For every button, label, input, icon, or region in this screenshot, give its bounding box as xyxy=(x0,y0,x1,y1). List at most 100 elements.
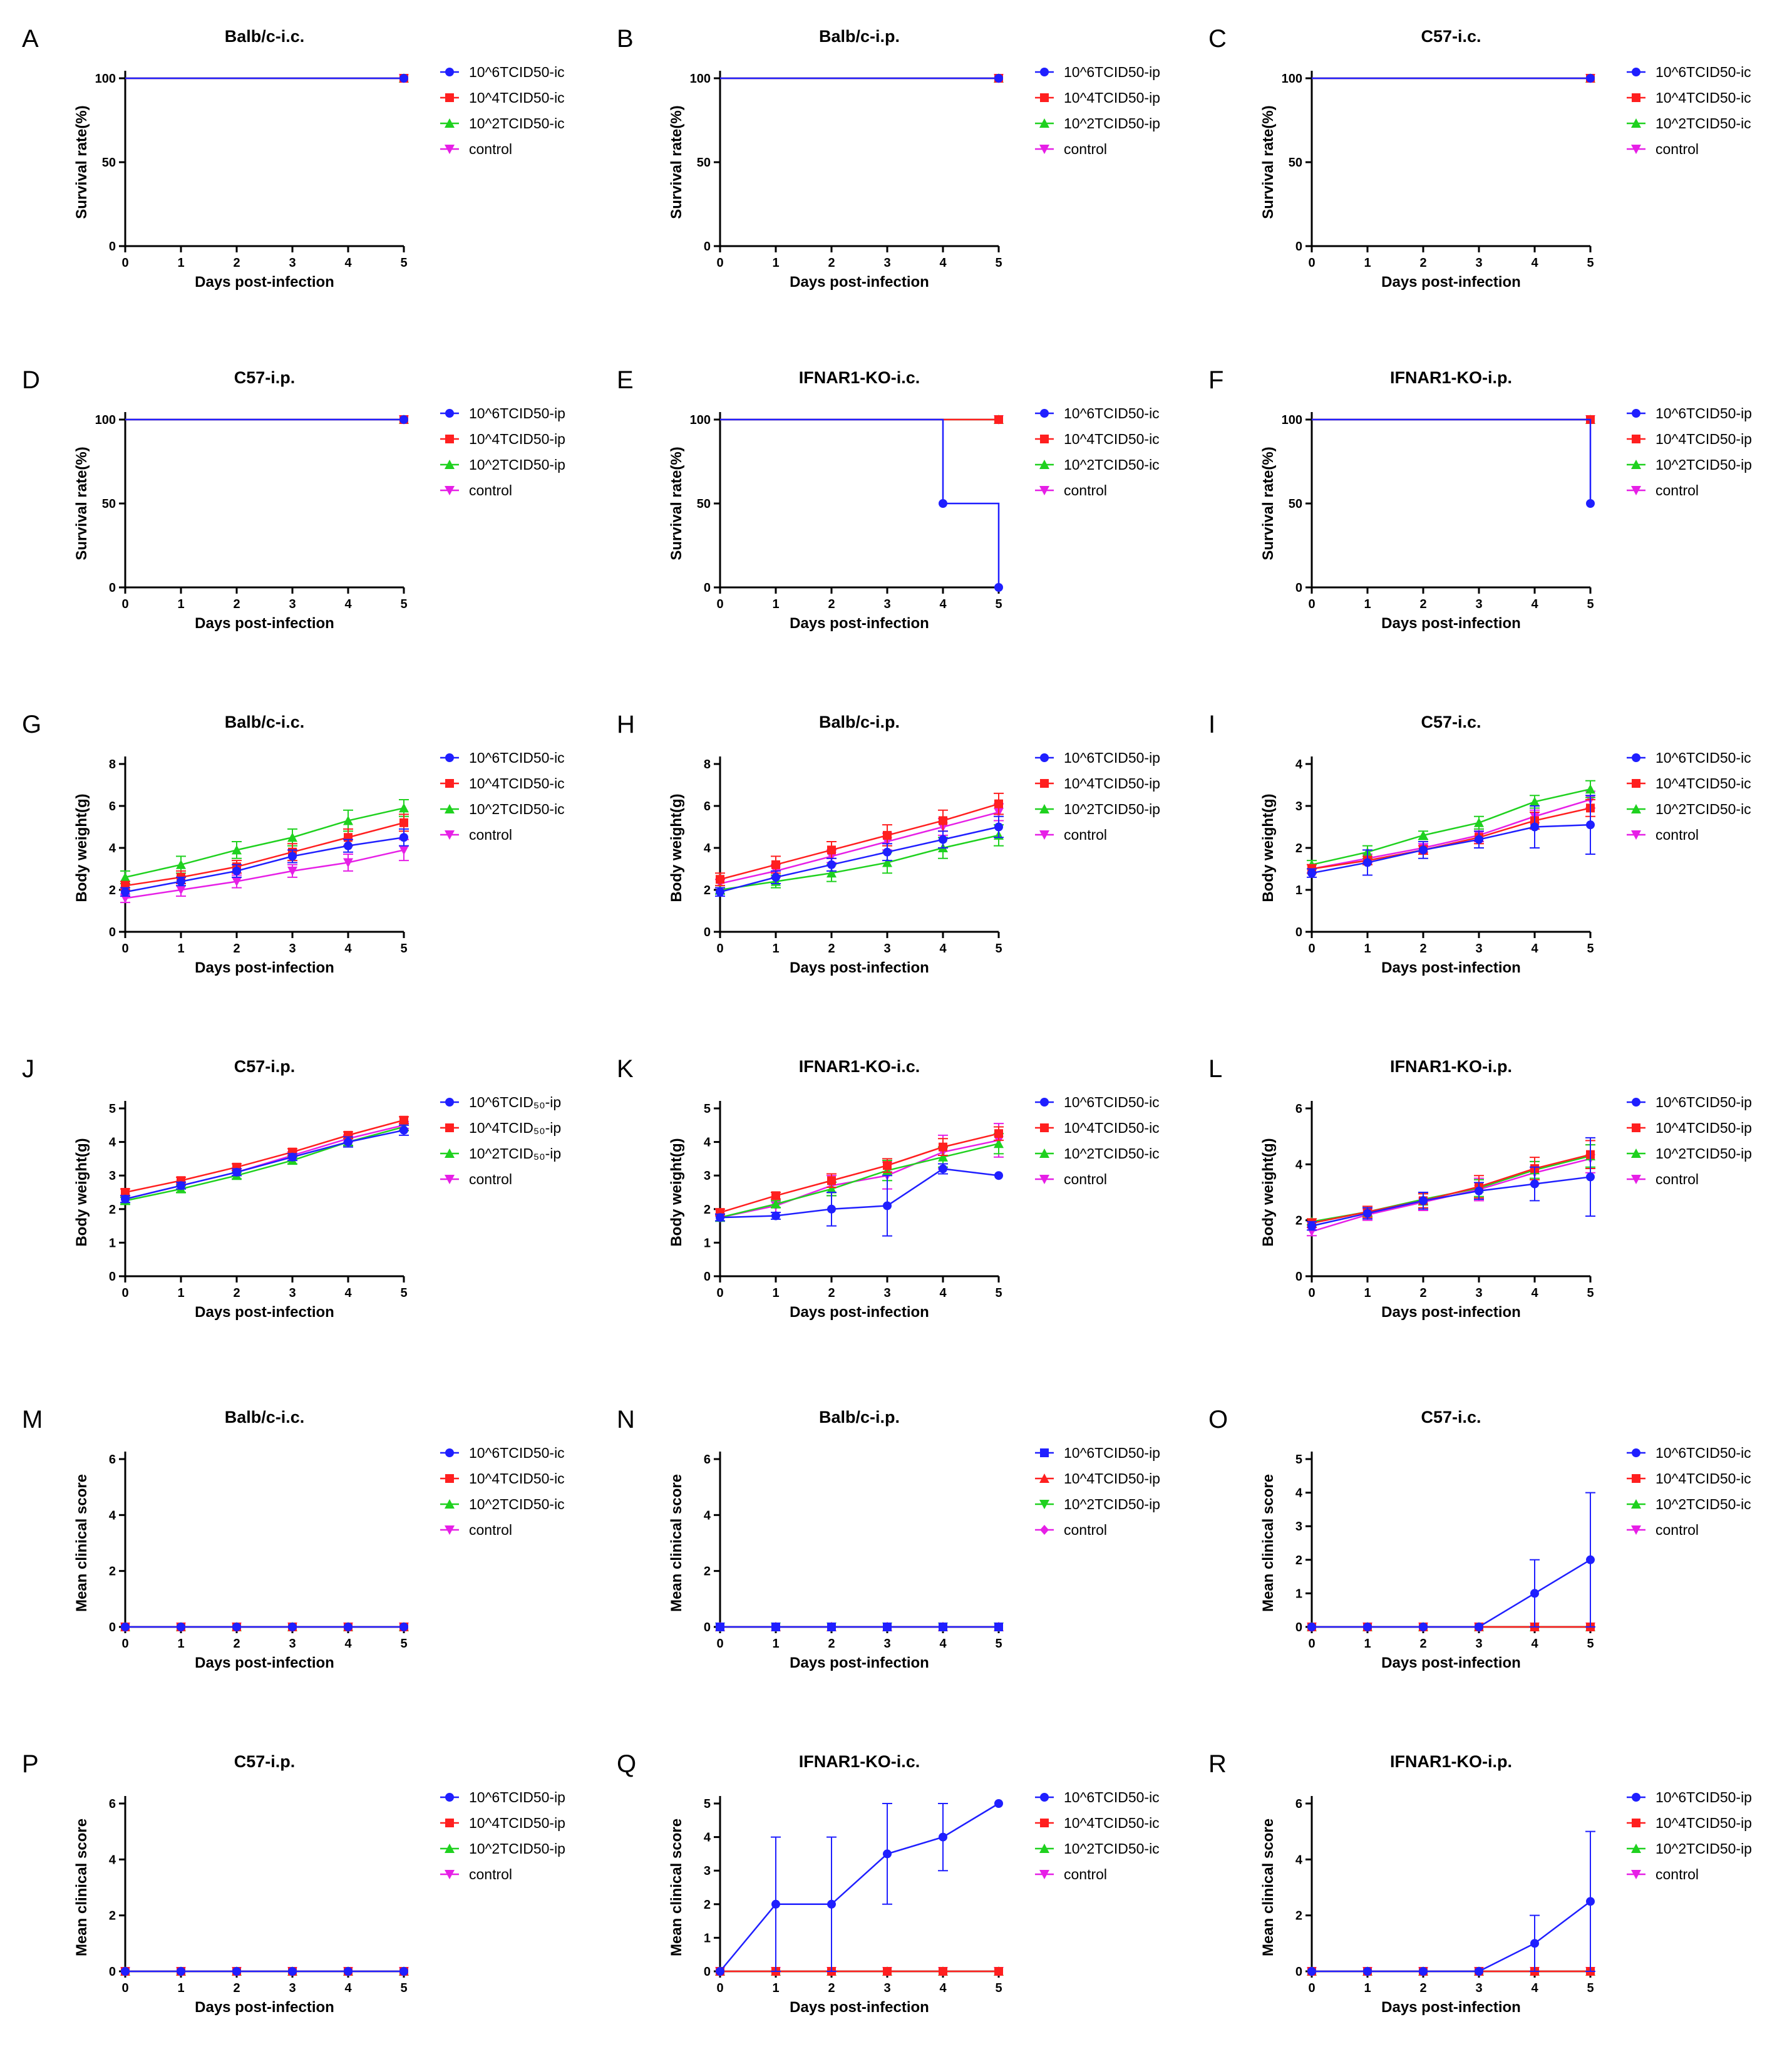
x-tick-label: 0 xyxy=(716,597,723,611)
legend-label: 10^2TCID50-ip xyxy=(1656,1840,1752,1857)
data-point xyxy=(399,74,408,83)
data-point xyxy=(771,1191,780,1200)
legend-marker xyxy=(1039,1175,1049,1184)
legend-marker xyxy=(1631,460,1641,469)
panel-title: C57-i.c. xyxy=(1421,27,1481,46)
legend-marker xyxy=(1631,1148,1641,1158)
data-point xyxy=(994,583,1003,592)
data-point xyxy=(1585,784,1595,794)
legend-marker xyxy=(445,1870,455,1879)
legend-marker xyxy=(1632,435,1640,443)
x-tick-label: 2 xyxy=(233,1637,240,1651)
x-tick-label: 4 xyxy=(344,1637,352,1651)
y-tick-label: 0 xyxy=(109,581,116,595)
x-tick-label: 0 xyxy=(121,256,128,270)
panel-title: IFNAR1-KO-i.p. xyxy=(1390,368,1512,387)
data-point xyxy=(1530,797,1540,807)
y-axis-label: Body weight(g) xyxy=(668,1138,685,1246)
series-2 xyxy=(120,798,409,884)
legend-marker xyxy=(1632,1123,1640,1132)
data-point xyxy=(771,1623,780,1631)
legend-marker xyxy=(1040,779,1049,788)
data-point xyxy=(399,1125,408,1135)
x-axis-label: Days post-infection xyxy=(790,1304,929,1321)
legend-label: 10^6TCID50-ic xyxy=(1656,64,1751,80)
y-tick-label: 0 xyxy=(704,926,711,939)
panel-letter: H xyxy=(617,711,635,738)
legend-marker xyxy=(445,1148,455,1158)
legend-label: 10^2TCID50-ic xyxy=(469,801,565,817)
y-axis-label: Mean clinical score xyxy=(73,1474,90,1612)
panel-C: C C57-i.c. 0 50 100 0 1 2 3 4 5 Days post-infection… xyxy=(1208,25,1751,291)
legend-label: control xyxy=(1064,827,1107,843)
x-tick-label: 3 xyxy=(883,1286,890,1300)
legend-label: 10^6TCID50-ic xyxy=(1064,405,1160,421)
data-point xyxy=(1530,1939,1539,1948)
y-tick-label: 5 xyxy=(704,1102,711,1116)
x-tick-label: 0 xyxy=(1308,1637,1315,1651)
x-tick-label: 3 xyxy=(1475,942,1482,956)
legend-marker xyxy=(1039,486,1049,495)
x-tick-label: 4 xyxy=(344,256,352,270)
data-point xyxy=(399,1623,408,1631)
data-point xyxy=(232,1623,241,1631)
x-tick-label: 0 xyxy=(121,1981,128,1995)
x-tick-label: 4 xyxy=(344,1981,352,1995)
data-point xyxy=(716,1213,724,1222)
legend-marker xyxy=(445,779,454,788)
panel-K: K IFNAR1-KO-i.c. 0 1 2 3 4 5 0 1 2 3 4 5 Days post-inf… xyxy=(617,1055,1160,1321)
data-point xyxy=(1419,845,1428,855)
y-tick-label: 5 xyxy=(704,1797,711,1811)
series-2 xyxy=(1307,1144,1595,1226)
legend-label: control xyxy=(1656,1171,1699,1187)
legend-label: 10^4TCID50-ip xyxy=(1064,775,1160,792)
x-tick-label: 4 xyxy=(1531,942,1538,956)
legend-marker xyxy=(1039,145,1049,154)
legend-marker xyxy=(445,93,454,102)
data-point xyxy=(121,1967,130,1976)
y-tick-label: 2 xyxy=(109,1565,116,1579)
data-point xyxy=(232,1967,241,1976)
data-point xyxy=(1530,1589,1539,1598)
panel-letter: B xyxy=(617,25,634,53)
legend-marker xyxy=(445,753,454,762)
legend-label: 10^2TCID50-ip xyxy=(1064,801,1160,817)
x-tick-label: 5 xyxy=(995,597,1002,611)
x-tick-label: 5 xyxy=(400,1286,407,1300)
panel-title: C57-i.p. xyxy=(234,1752,296,1771)
legend-marker xyxy=(445,409,454,418)
legend-label: 10^6TCID50-ip xyxy=(1064,750,1160,766)
legend: 10^6TCID50-ip 10^4TCID50-ip 10^2TCID50-ip c… xyxy=(1035,64,1160,157)
legend-label: 10^2TCID50-ip xyxy=(469,1840,565,1857)
data-point xyxy=(994,74,1003,83)
data-point xyxy=(939,499,947,508)
y-axis-label: Survival rate(%) xyxy=(73,446,90,560)
legend-marker xyxy=(1631,1175,1641,1184)
panel-title: Balb/c-i.c. xyxy=(225,713,305,731)
x-tick-label: 0 xyxy=(1308,1981,1315,1995)
data-point xyxy=(1474,817,1484,827)
legend-label: 10^4TCID50-ip xyxy=(1064,90,1160,106)
y-tick-label: 4 xyxy=(109,1853,116,1867)
data-point xyxy=(771,1899,780,1909)
x-axis-label: Days post-infection xyxy=(790,615,929,632)
legend-label: 10^4TCID50-ip xyxy=(1064,1470,1160,1487)
x-tick-label: 4 xyxy=(1531,597,1538,611)
x-tick-label: 3 xyxy=(1475,256,1482,270)
x-tick-label: 0 xyxy=(716,1637,723,1651)
data-point xyxy=(883,1201,892,1210)
y-tick-label: 4 xyxy=(1295,1487,1303,1500)
data-point xyxy=(177,1967,185,1976)
panel-O: O C57-i.c. 0 1 2 3 4 5 0 1 2 3 4 5 Days post-infection… xyxy=(1208,1406,1751,1671)
series-0 xyxy=(121,1967,408,1976)
data-point xyxy=(826,868,837,878)
data-point xyxy=(771,872,780,882)
data-point xyxy=(1475,835,1483,844)
panel-Q: Q IFNAR1-KO-i.c. 0 1 2 3 4 5 0 1 2 3 4 5 Days post-inf… xyxy=(617,1750,1160,2016)
panel-letter: E xyxy=(617,366,634,394)
legend-label: control xyxy=(1064,1866,1107,1882)
y-tick-label: 100 xyxy=(690,72,711,86)
legend-label: 10^4TCID50-ic xyxy=(469,775,565,792)
y-tick-label: 100 xyxy=(1282,72,1302,86)
data-point xyxy=(287,832,297,842)
